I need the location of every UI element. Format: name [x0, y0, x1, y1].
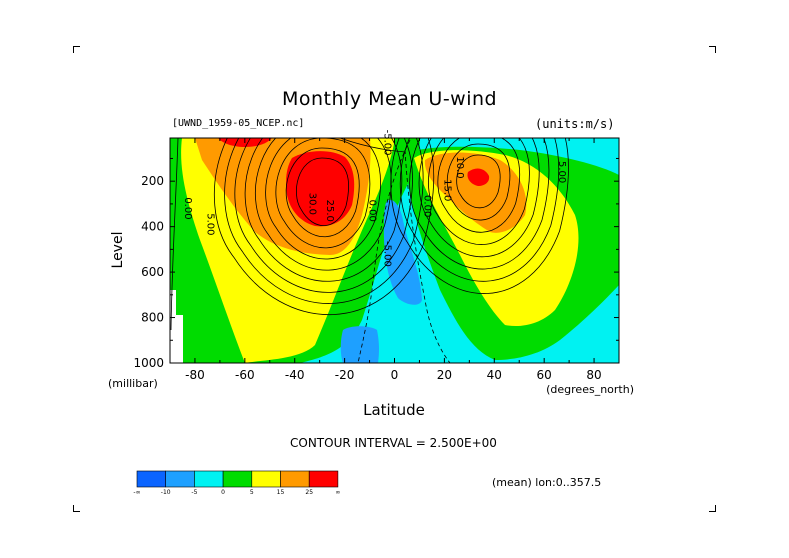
stratosphere-contour	[339, 138, 406, 153]
contour-interval-label: CONTOUR INTERVAL = 2.500E+00	[290, 436, 497, 450]
nh-contour-ring-1	[456, 154, 501, 209]
nh-contour-ring-4	[428, 138, 530, 245]
colorbar-swatch	[280, 470, 310, 488]
x-tick-label: -60	[235, 368, 255, 382]
colorbar-tick-label: -10	[161, 489, 171, 496]
y-tick-label: 800	[141, 311, 164, 325]
contour-label: 25.0	[324, 200, 335, 222]
chart-title: Monthly Mean U-wind	[282, 88, 498, 110]
colorbar-swatch	[251, 470, 281, 488]
colorbar-swatch	[165, 470, 195, 488]
y-tick-label: 600	[141, 265, 164, 279]
y-axis-unit: (millibar)	[108, 377, 158, 390]
contour-label: -5.00	[382, 130, 393, 156]
colorbar-swatch	[308, 470, 339, 488]
sh-contour-ring-8	[224, 138, 424, 304]
x-tick-label: 60	[537, 368, 552, 382]
contour-label: -5.00	[382, 241, 393, 267]
sh-contour-ring-9	[214, 138, 435, 315]
colorbar-tick-label: -∞	[133, 489, 140, 496]
contour-label: 0.00	[367, 200, 378, 222]
colorbar-tick-label: 25	[305, 489, 313, 496]
colorbar-tick-label: 15	[277, 489, 285, 496]
y-tick-label: 400	[141, 220, 164, 234]
corner-mark-top-left	[73, 46, 80, 53]
dataset-label: [UWND_1959-05_NCEP.nc]	[172, 118, 305, 129]
sh-contour-ring-4	[265, 138, 381, 260]
colorbar-tick-label: ∞	[335, 489, 340, 496]
sh-contour-ring-5	[254, 138, 392, 271]
x-tick-label: -80	[185, 368, 205, 382]
contour-label: 5.00	[204, 213, 215, 235]
polar-contour-sh	[170, 138, 179, 331]
x-tick-label: 40	[487, 368, 502, 382]
x-tick-label: -20	[335, 368, 355, 382]
contour-label: 0.00	[421, 195, 432, 217]
colorbar-swatch	[222, 470, 253, 488]
sh-contour-ring-2	[285, 147, 360, 238]
nh-contour-ring-3	[437, 138, 521, 233]
sh-contour-ring-3	[275, 138, 371, 249]
corner-mark-bottom-left	[73, 505, 80, 512]
south-pole-white-2	[176, 315, 183, 363]
y-axis-label: Level	[110, 232, 126, 269]
nh-contour-ring-7	[399, 138, 560, 282]
colorbar-swatch	[136, 470, 167, 488]
x-tick-label: 0	[391, 368, 399, 382]
units-label: (units:m/s)	[535, 117, 615, 131]
contour-label: 10.0	[454, 156, 465, 178]
y-tick-label: 1000	[133, 356, 164, 370]
colorbar-tick-label: 0	[221, 489, 225, 496]
x-tick-label: 80	[586, 368, 601, 382]
nh-jet-core	[467, 168, 490, 186]
contour-label: 5.00	[556, 161, 567, 183]
colorbar-tick-label: 5	[250, 489, 254, 496]
colorbar-swatch	[194, 470, 224, 488]
nh-contour-ring-8	[390, 138, 569, 294]
x-tick-label: 20	[437, 368, 452, 382]
corner-mark-bottom-right	[709, 505, 716, 512]
contour-label: 30.0	[307, 193, 318, 215]
nh-jet-orange	[424, 152, 527, 233]
contour-label: 15.0	[441, 179, 452, 201]
tropical-easterly-blue-lower	[340, 326, 379, 363]
contour-label: 0.00	[182, 197, 193, 219]
nh-contour-ring-5	[418, 138, 540, 258]
tropical-easterly-blue-upper	[383, 199, 422, 305]
zero-line-nh	[404, 149, 451, 363]
y-tick-label: 200	[141, 174, 164, 188]
sh-contour-ring-7	[234, 138, 413, 293]
sh-jet-core	[286, 151, 355, 227]
zero-line-sh	[357, 139, 411, 363]
nh-contour-ring-2	[446, 143, 511, 221]
corner-mark-top-right	[709, 46, 716, 53]
sh-contour-ring-6	[244, 138, 403, 282]
longitude-range-note: (mean) lon:0..357.5	[492, 476, 602, 489]
x-tick-label: -40	[285, 368, 305, 382]
x-axis-label: Latitude	[363, 401, 425, 419]
sh-contour-ring-1	[296, 157, 349, 226]
colorbar-tick-label: -5	[191, 489, 197, 496]
x-axis-unit: (degrees_north)	[546, 383, 634, 396]
